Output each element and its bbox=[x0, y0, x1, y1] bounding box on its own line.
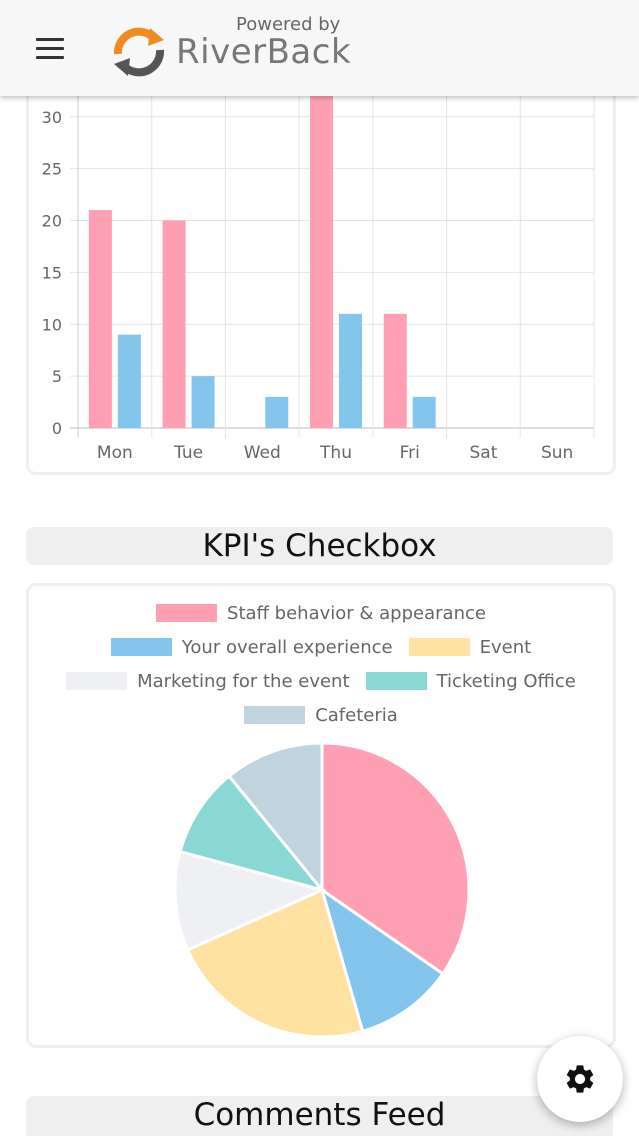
legend-item-overall-experience[interactable]: Your overall experience bbox=[110, 636, 393, 658]
legend-label: Marketing for the event bbox=[137, 670, 350, 692]
y-tick-label: 20 bbox=[42, 212, 62, 231]
app-bar: Powered by RiverBack bbox=[0, 0, 639, 96]
legend-item-event[interactable]: Event bbox=[408, 636, 532, 658]
y-tick-label: 10 bbox=[42, 315, 62, 334]
y-tick-label: 15 bbox=[42, 263, 62, 282]
bar bbox=[412, 396, 436, 428]
menu-icon[interactable] bbox=[36, 38, 64, 60]
x-tick-label: Wed bbox=[244, 443, 281, 463]
powered-by-text: Powered by bbox=[236, 14, 341, 35]
daily-bar-chart: 0 5 10 15 20 25 30 Mon Tue Wed Thu Fri Sat Sun bbox=[42, 60, 595, 463]
legend-label: Your overall experience bbox=[181, 636, 393, 658]
pie-slice bbox=[185, 887, 365, 1039]
comments-section-title: Comments Feed bbox=[26, 1096, 613, 1136]
legend-item-ticketing[interactable]: Ticketing Office bbox=[365, 670, 576, 692]
legend-swatch bbox=[408, 638, 470, 656]
pie-slice bbox=[226, 741, 324, 895]
bar bbox=[265, 396, 289, 428]
x-tick-label: Sun bbox=[541, 443, 573, 463]
y-tick-label: 5 bbox=[52, 367, 62, 386]
legend-item-cafeteria[interactable]: Cafeteria bbox=[244, 705, 398, 726]
legend-item-marketing[interactable]: Marketing for the event bbox=[66, 670, 350, 692]
y-tick-label: 25 bbox=[42, 160, 62, 179]
y-tick-label: 30 bbox=[42, 108, 62, 127]
legend-label: Cafeteria bbox=[315, 704, 398, 726]
x-tick-label: Sat bbox=[469, 443, 497, 463]
x-tick-label: Mon bbox=[97, 443, 133, 463]
gear-icon bbox=[566, 1065, 594, 1093]
pie-legend: Staff behavior & appearance Your overall… bbox=[29, 596, 613, 732]
x-tick-label: Fri bbox=[400, 443, 420, 463]
legend-label: Staff behavior & appearance bbox=[227, 602, 486, 624]
riverback-logo-icon bbox=[113, 27, 165, 77]
legend-swatch bbox=[244, 706, 306, 724]
brand-name: RiverBack bbox=[176, 32, 352, 72]
settings-button[interactable] bbox=[537, 1036, 623, 1122]
pie-slice bbox=[173, 849, 327, 952]
bar bbox=[310, 96, 333, 428]
legend-swatch bbox=[156, 604, 218, 622]
pie-slice bbox=[319, 886, 445, 1034]
pie-slice bbox=[320, 741, 471, 976]
y-tick-label: 0 bbox=[52, 419, 62, 438]
pie-slice bbox=[178, 773, 327, 893]
legend-swatch bbox=[365, 672, 427, 690]
legend-swatch bbox=[66, 672, 128, 690]
legend-item-staff[interactable]: Staff behavior & appearance bbox=[156, 603, 486, 624]
legend-label: Event bbox=[479, 636, 532, 658]
legend-swatch bbox=[110, 638, 172, 656]
bar bbox=[117, 334, 141, 428]
kpi-pie-chart-card: Staff behavior & appearance Your overall… bbox=[26, 583, 616, 1048]
legend-label: Ticketing Office bbox=[436, 670, 576, 692]
bar bbox=[162, 220, 186, 428]
bar bbox=[191, 376, 215, 428]
bar bbox=[383, 313, 407, 428]
x-tick-label: Tue bbox=[173, 443, 203, 463]
kpi-pie-chart bbox=[173, 741, 471, 1039]
kpi-section-title: KPI's Checkbox bbox=[26, 527, 613, 565]
daily-bar-chart-card: 0 5 10 15 20 25 30 Mon Tue Wed Thu Fri Sat Sun bbox=[26, 60, 616, 475]
bar bbox=[88, 210, 112, 428]
x-tick-label: Thu bbox=[319, 443, 352, 463]
bar bbox=[339, 313, 362, 428]
